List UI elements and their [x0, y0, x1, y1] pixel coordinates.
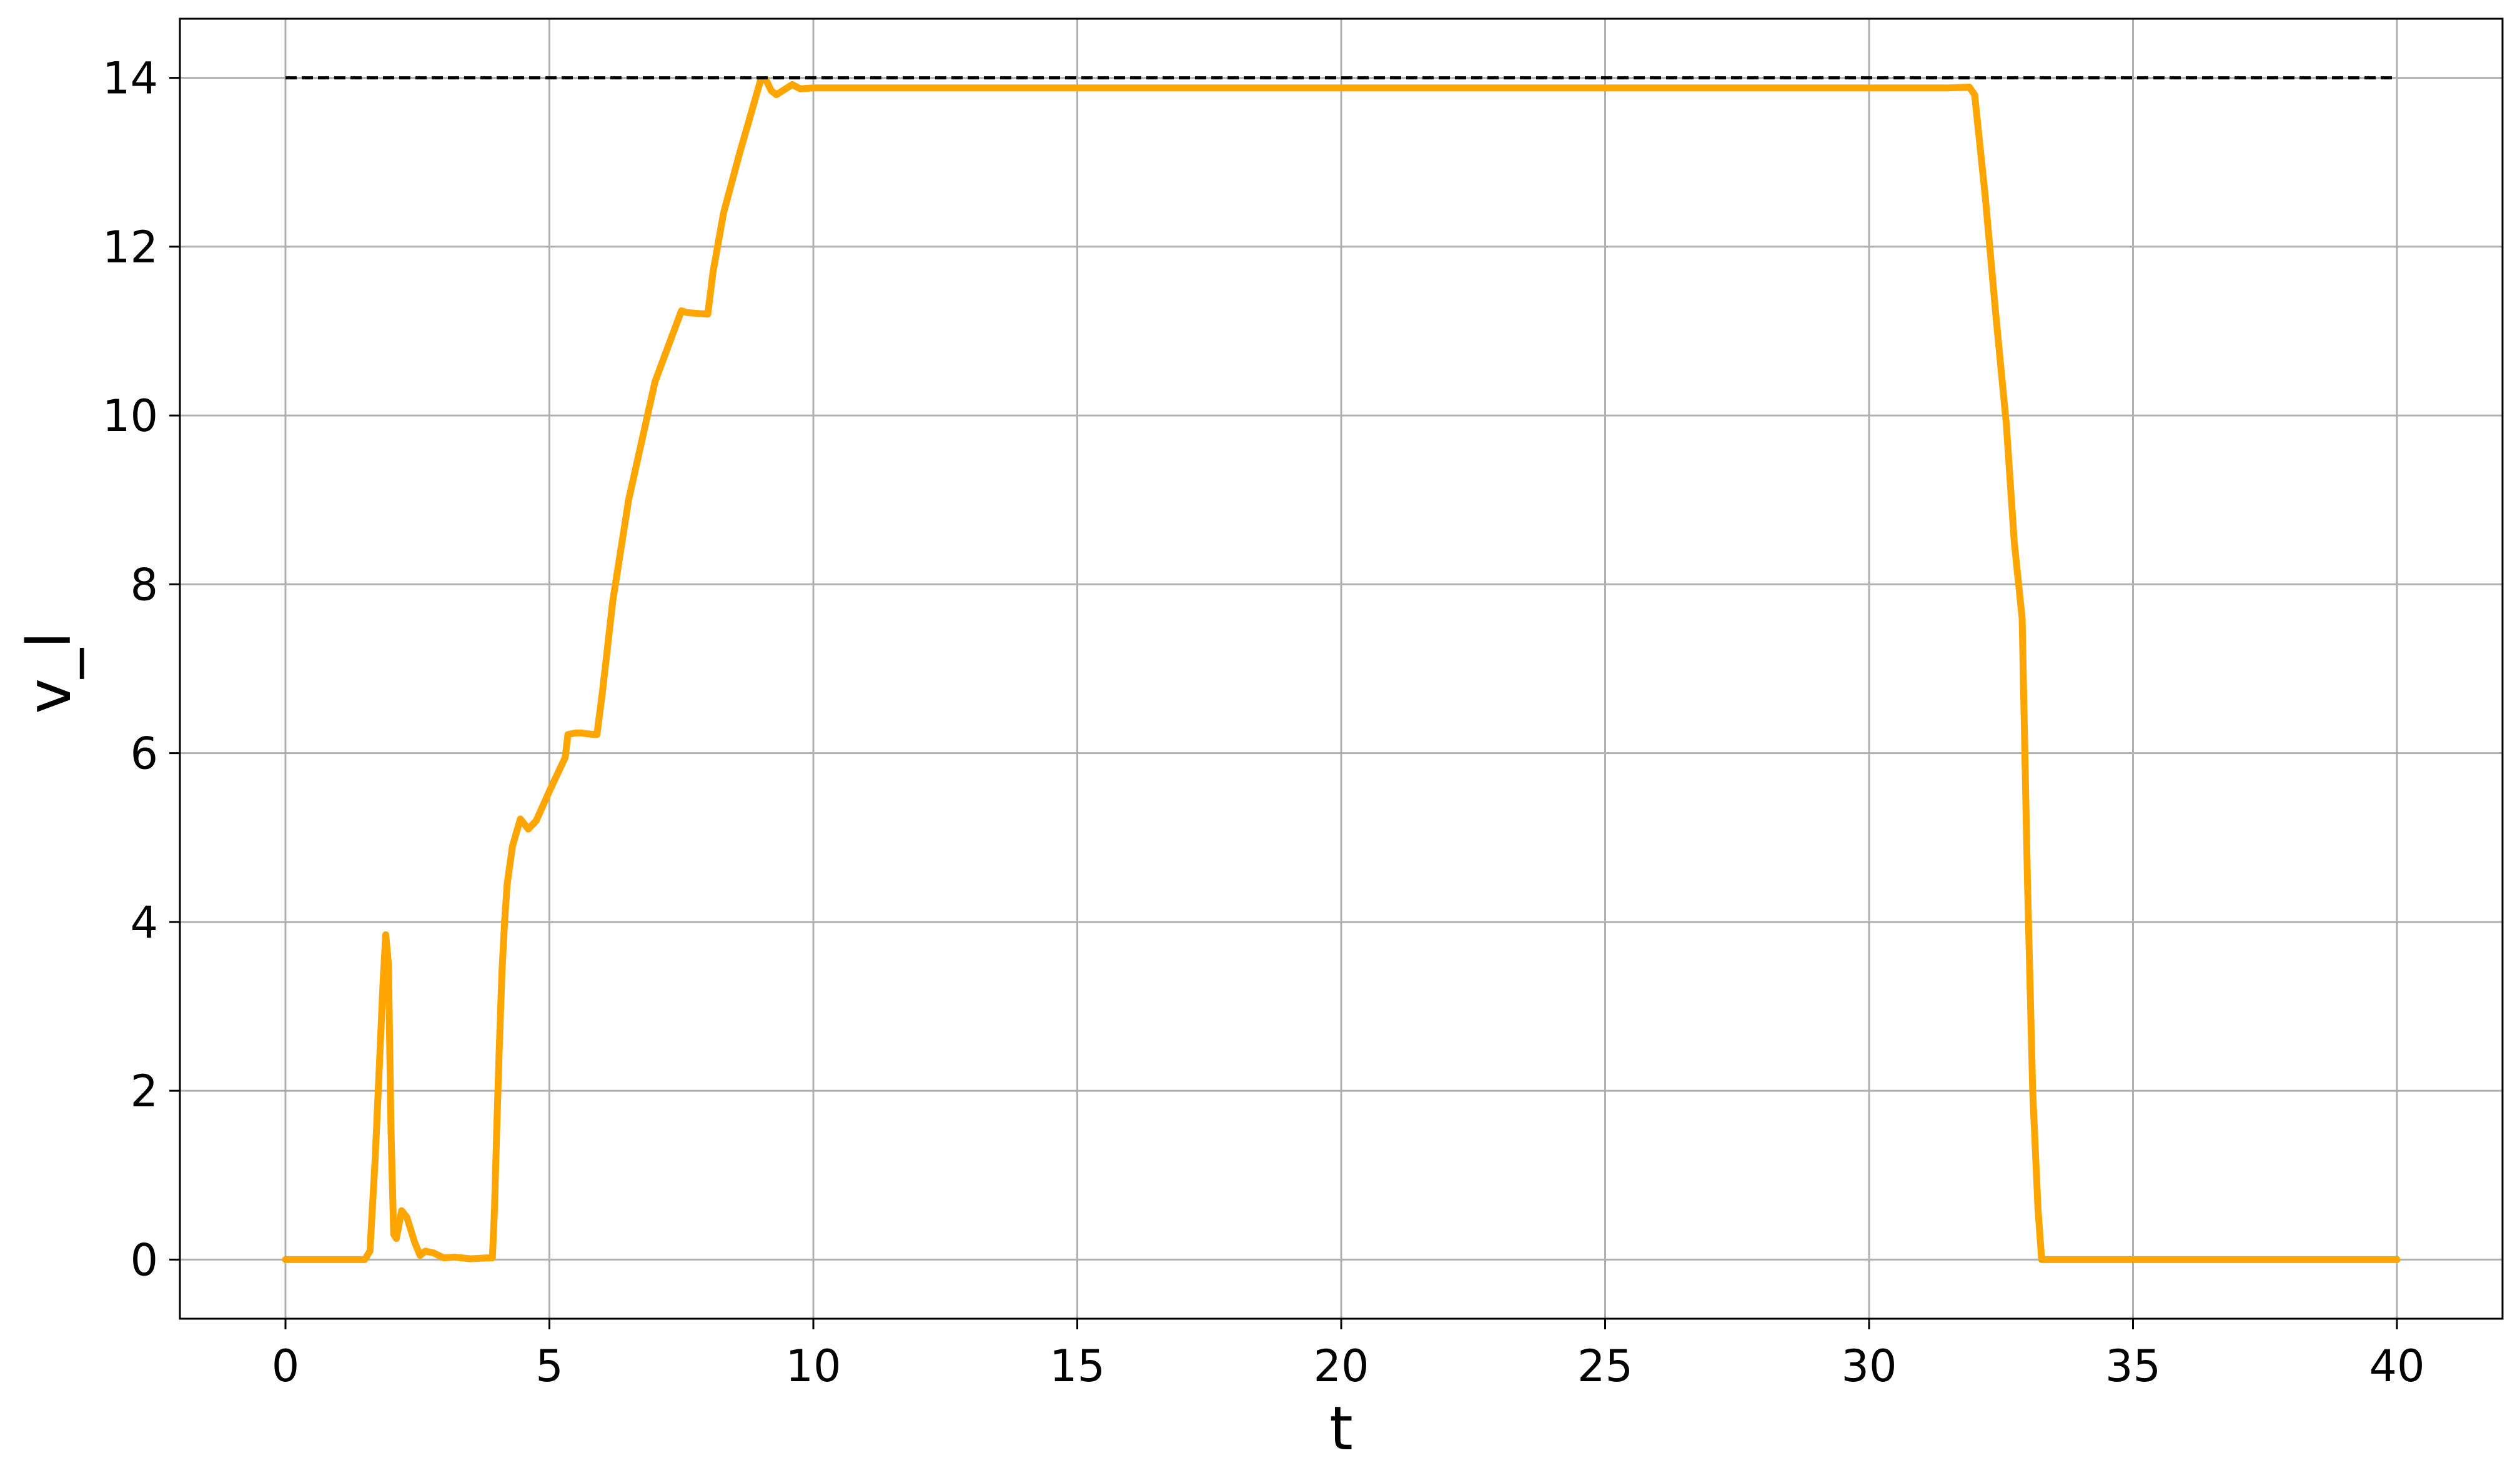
y-tick-label: 4 — [130, 897, 158, 948]
series-line — [282, 76, 2401, 1263]
x-tick-label: 5 — [535, 1341, 563, 1392]
series-layer — [282, 76, 2401, 1263]
x-tick-label: 35 — [2105, 1341, 2161, 1392]
y-tick-label: 12 — [102, 222, 158, 273]
y-tick-label: 0 — [130, 1234, 158, 1286]
x-tick-label: 0 — [272, 1341, 300, 1392]
x-tick-label: 40 — [2369, 1341, 2424, 1392]
x-tick-label: 15 — [1049, 1341, 1105, 1392]
grid — [180, 19, 2503, 1319]
x-tick-label: 10 — [785, 1341, 841, 1392]
y-tick-label: 14 — [102, 53, 158, 104]
y-tick-label: 6 — [130, 728, 158, 780]
x-tick-label: 30 — [1841, 1341, 1897, 1392]
x-axis-label: t — [1329, 1394, 1353, 1464]
x-tick-label: 20 — [1313, 1341, 1369, 1392]
x-tick-label: 25 — [1577, 1341, 1633, 1392]
y-tick-label: 8 — [130, 559, 158, 610]
y-tick-label: 10 — [102, 390, 158, 442]
y-tick-label: 2 — [130, 1066, 158, 1117]
y-axis-label: v_l — [14, 632, 84, 713]
ticks: 0 5 10 15 20 25 30 35 40 0 2 4 6 8 10 12 14 — [102, 53, 2425, 1392]
